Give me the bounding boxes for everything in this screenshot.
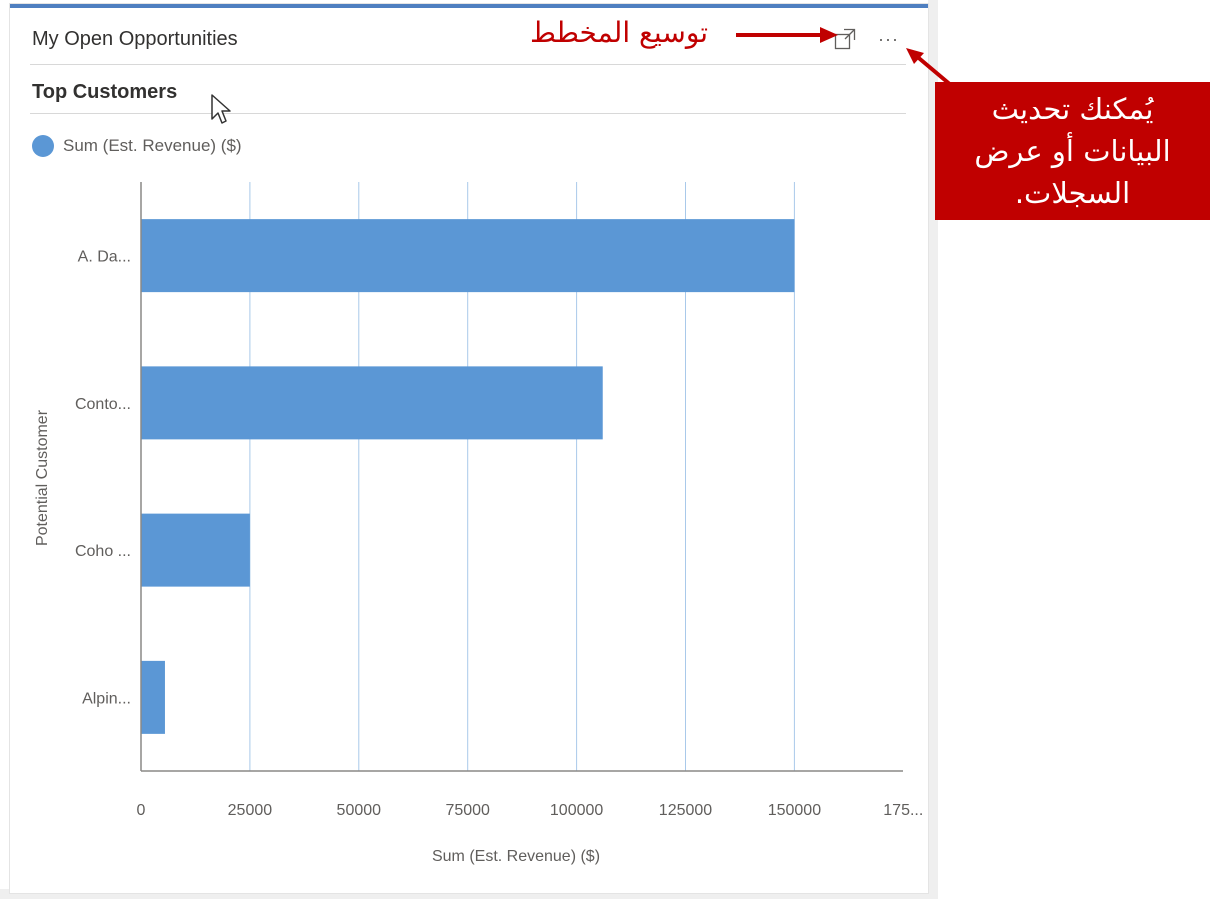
x-tick-label: 125000: [659, 802, 712, 819]
y-tick-label: A. Da...: [78, 249, 131, 266]
x-tick-label: 100000: [550, 802, 603, 819]
bar[interactable]: [141, 219, 795, 293]
legend-swatch: [32, 135, 54, 157]
page-background-bottom: [0, 889, 938, 899]
expand-annotation-label: توسيع المخطط: [530, 16, 709, 49]
y-tick-label: Coho ...: [75, 543, 131, 560]
annotation-callout: يُمكنك تحديث البيانات أو عرض السجلات.: [935, 82, 1210, 220]
y-tick-label: Conto...: [75, 396, 131, 413]
bar[interactable]: [141, 660, 165, 734]
x-tick-label: 0: [137, 802, 146, 819]
callout-line: البيانات أو عرض: [974, 134, 1171, 168]
chart-card: My Open Opportunities ··· Top Customers …: [10, 4, 928, 893]
card-title: My Open Opportunities: [32, 28, 238, 50]
legend-label: Sum (Est. Revenue) ($): [63, 136, 242, 155]
callout-line: السجلات.: [1014, 176, 1131, 210]
more-options-label: ···: [878, 29, 899, 49]
x-tick-label: 150000: [768, 802, 821, 819]
expand-icon[interactable]: [834, 28, 856, 50]
x-axis-label: Sum (Est. Revenue) ($): [432, 848, 600, 865]
callout-line: يُمكنك تحديث: [991, 92, 1154, 126]
y-tick-label: Alpin...: [82, 690, 131, 707]
chart-title-divider: [30, 113, 906, 114]
annotation-arrow-right: [736, 27, 838, 43]
x-tick-label: 50000: [337, 802, 382, 819]
bar[interactable]: [141, 513, 250, 587]
more-options-icon[interactable]: ···: [878, 28, 904, 50]
x-tick-label: 75000: [445, 802, 490, 819]
bar[interactable]: [141, 366, 603, 440]
annotation-arrow-up: [906, 48, 954, 88]
title-divider: [30, 64, 906, 65]
y-axis-label: Potential Customer: [34, 409, 51, 546]
chart-title: Top Customers: [32, 81, 178, 103]
chart-legend[interactable]: Sum (Est. Revenue) ($): [32, 134, 242, 158]
x-tick-label: 175...: [883, 802, 923, 819]
x-tick-label: 25000: [228, 802, 273, 819]
mouse-cursor-icon: [210, 93, 234, 127]
page-background: [928, 0, 938, 899]
